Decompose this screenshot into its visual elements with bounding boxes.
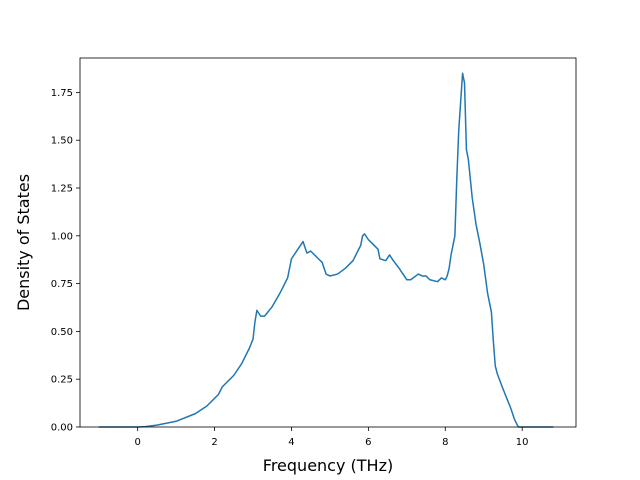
y-axis-ticks: 0.00 0.25 0.50 0.75 1.00 1.25 1.50 1.75 [51, 88, 80, 434]
y-tick-label: 1.00 [51, 231, 73, 242]
y-tick-label: 1.75 [51, 88, 73, 99]
y-tick-label: 0.50 [51, 327, 73, 338]
y-axis-label: Density of States [14, 174, 33, 311]
y-tick-label: 1.25 [51, 184, 73, 195]
x-tick-label: 6 [365, 437, 371, 448]
x-tick-label: 8 [442, 437, 448, 448]
x-tick-label: 0 [134, 437, 140, 448]
y-tick-label: 0.00 [51, 423, 73, 434]
x-tick-label: 4 [288, 437, 294, 448]
axes-frame [79, 57, 577, 428]
x-axis-label: Frequency (THz) [263, 456, 393, 475]
y-tick-label: 0.25 [51, 375, 73, 386]
dos-series-line [98, 72, 554, 428]
x-tick-label: 10 [516, 437, 529, 448]
x-axis-ticks: 0 2 4 6 8 10 [134, 427, 529, 448]
x-tick-label: 2 [211, 437, 217, 448]
y-tick-label: 0.75 [51, 279, 73, 290]
y-tick-label: 1.50 [51, 136, 73, 147]
plot-area [98, 72, 554, 428]
